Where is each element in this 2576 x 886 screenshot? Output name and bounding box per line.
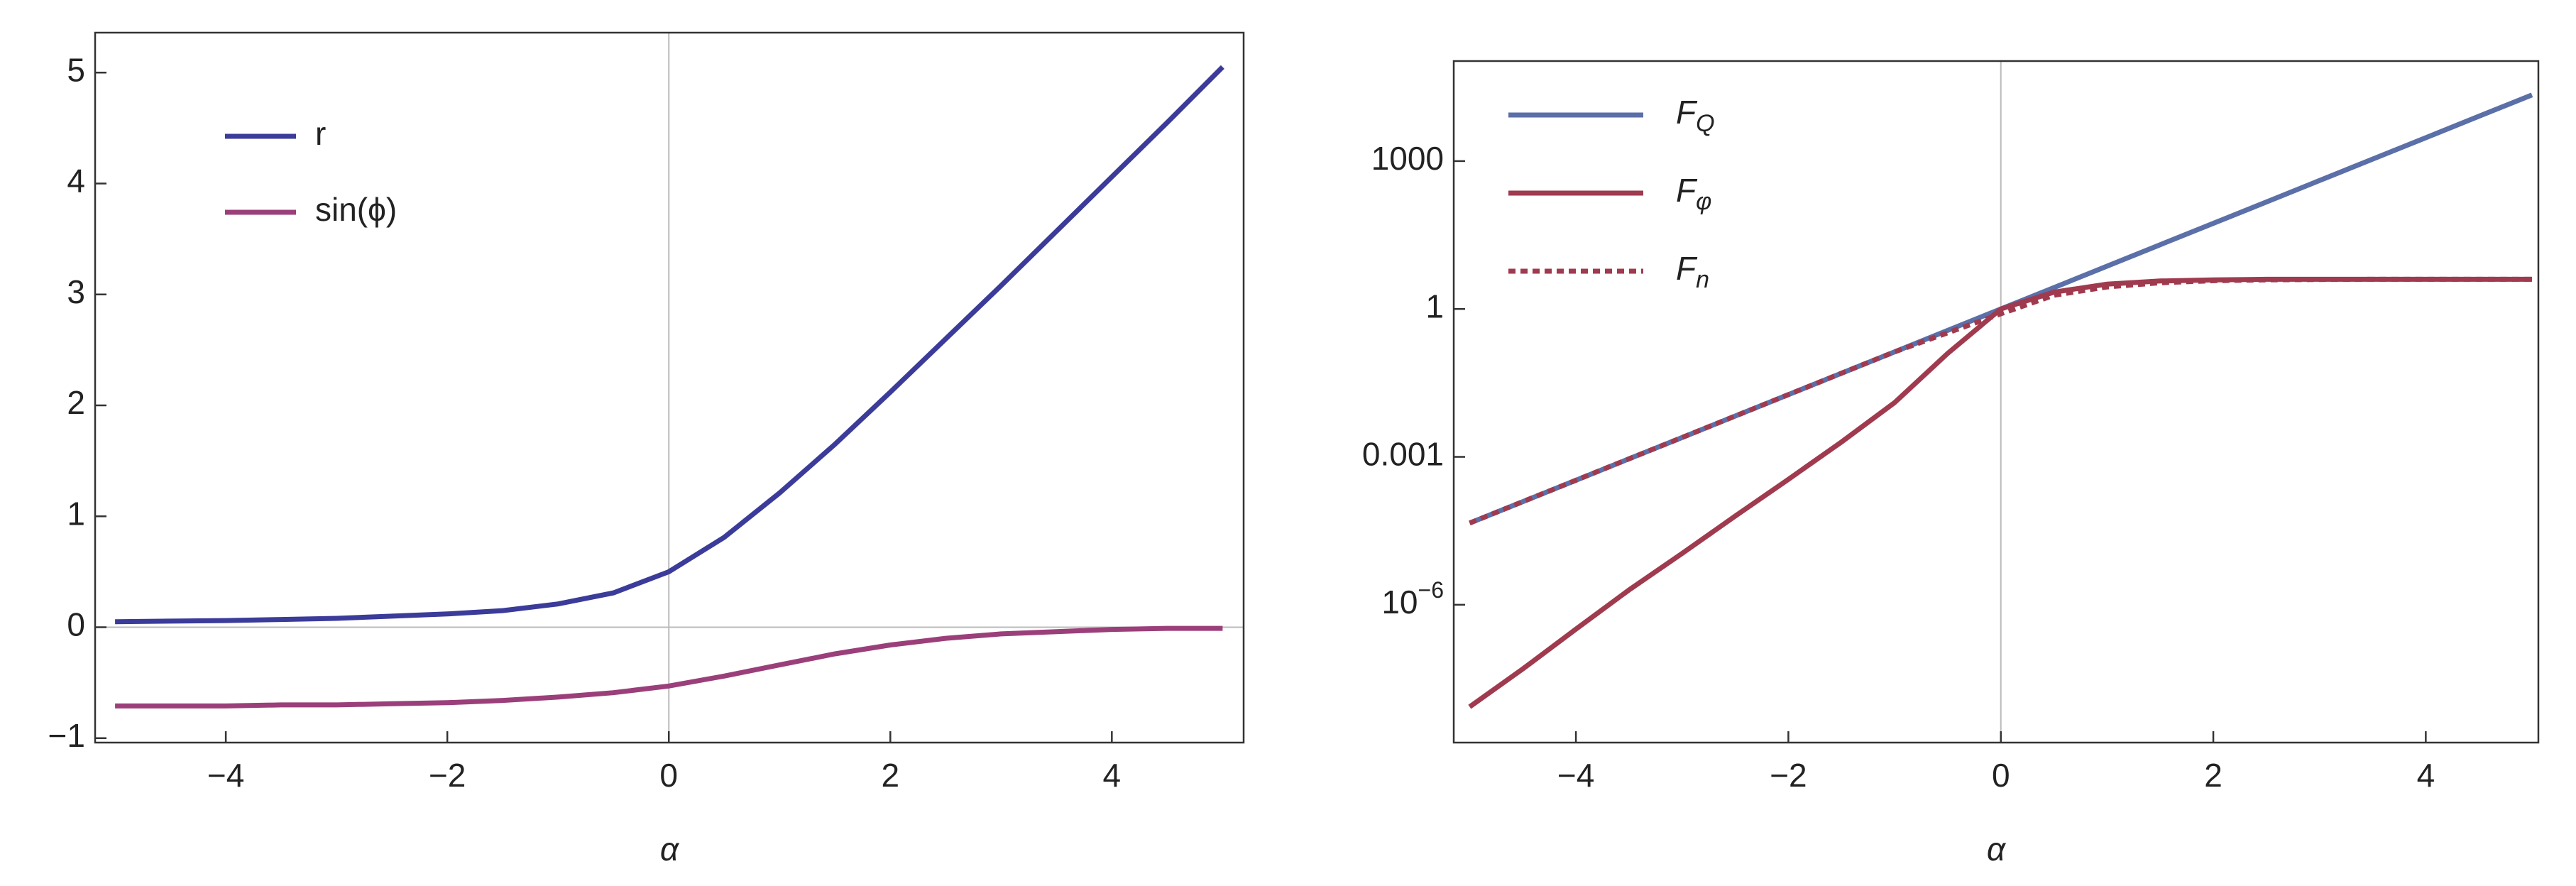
x-tick-label: 0 bbox=[659, 757, 678, 794]
x-tick-label: 2 bbox=[881, 757, 899, 794]
legend-subscript: φ bbox=[1696, 188, 1711, 215]
y-tick-label: 10−6 bbox=[1381, 577, 1444, 620]
y-tick-exponent: −6 bbox=[1418, 577, 1444, 603]
legend-name: sin(ϕ) bbox=[315, 191, 397, 228]
plot-frame bbox=[94, 31, 1245, 744]
plot-frame bbox=[1452, 60, 2540, 744]
x-tick-label: −2 bbox=[1770, 757, 1807, 794]
legend-name: F bbox=[1676, 94, 1698, 131]
y-tick-label: 1 bbox=[1425, 288, 1444, 324]
legend-subscript: n bbox=[1696, 266, 1709, 293]
x-axis-label: α bbox=[660, 831, 680, 868]
legend-label: sin(ϕ) bbox=[315, 191, 397, 228]
y-tick-label: 5 bbox=[67, 51, 85, 88]
y-tick-label: 0 bbox=[67, 606, 85, 643]
legend-label: r bbox=[315, 115, 326, 152]
x-tick-label: 4 bbox=[2417, 757, 2435, 794]
y-tick-base: 10 bbox=[1381, 584, 1418, 620]
legend-label: Fn bbox=[1676, 250, 1709, 293]
y-tick-label: 1000 bbox=[1371, 140, 1444, 177]
legend-name: F bbox=[1676, 172, 1698, 209]
x-tick-label: −4 bbox=[1557, 757, 1594, 794]
y-tick-label: 3 bbox=[67, 273, 85, 310]
legend-name: r bbox=[315, 115, 326, 152]
y-tick-base: −1 bbox=[48, 717, 85, 754]
legend-name: F bbox=[1676, 250, 1698, 287]
y-tick-label: 0.001 bbox=[1362, 436, 1444, 473]
data-line bbox=[1468, 276, 2532, 709]
y-tick-label: 1 bbox=[67, 495, 85, 532]
x-tick-label: 4 bbox=[1103, 757, 1122, 794]
legend-label: FQ bbox=[1676, 94, 1715, 137]
y-tick-label: −1 bbox=[48, 717, 85, 754]
legend-label: Fφ bbox=[1676, 172, 1711, 215]
data-line bbox=[1469, 276, 2532, 526]
y-tick-label: 2 bbox=[67, 384, 85, 421]
y-tick-label: 4 bbox=[67, 163, 85, 199]
data-line bbox=[115, 625, 1223, 709]
x-tick-label: −2 bbox=[429, 757, 466, 794]
x-axis-label: α bbox=[1987, 831, 2007, 868]
data-line bbox=[115, 65, 1224, 625]
x-tick-label: 0 bbox=[1992, 757, 2010, 794]
x-tick-label: −4 bbox=[207, 757, 244, 794]
legend-subscript: Q bbox=[1696, 110, 1714, 137]
x-tick-label: 2 bbox=[2204, 757, 2223, 794]
